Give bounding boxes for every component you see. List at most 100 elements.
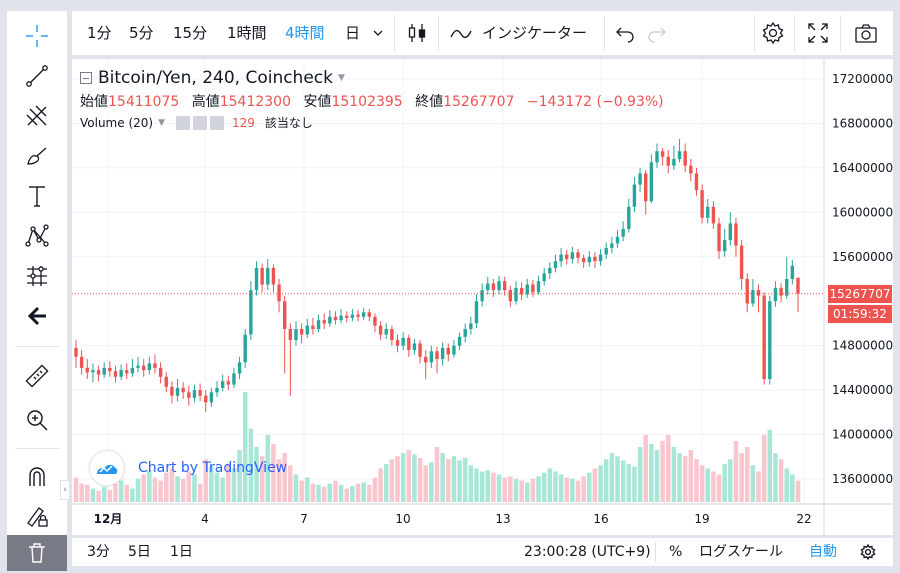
open-value: 15411075 (108, 94, 180, 110)
time-tick-label: 4 (201, 512, 209, 526)
volume-bar (756, 471, 761, 502)
eye-icon[interactable] (176, 116, 190, 130)
delete-drawings-tool[interactable] (7, 535, 67, 571)
candle-body (322, 320, 326, 324)
indicator-icon[interactable] (448, 20, 474, 46)
interval-1h[interactable]: 1時間 (227, 24, 267, 42)
auto-scale-toggle[interactable]: 自動 (809, 544, 837, 560)
magnet-tool[interactable] (7, 457, 67, 495)
candle-body (74, 347, 78, 357)
collapse-legend-button[interactable] (80, 72, 92, 84)
symbol-title[interactable]: Bitcoin/Yen, 240, Coincheck (98, 68, 333, 88)
brush-tool[interactable] (7, 137, 67, 175)
volume-bar (378, 468, 383, 502)
volume-bar (73, 477, 79, 502)
pattern-icon (25, 224, 49, 247)
text-tool[interactable] (7, 177, 67, 215)
candle-body (745, 279, 749, 304)
candle-body (283, 301, 287, 329)
candle-body (502, 281, 507, 291)
chart-legend: Bitcoin/Yen, 240, Coincheck ▼ 始値15411075… (80, 67, 672, 133)
fullscreen-icon[interactable] (805, 20, 831, 46)
volume-bar (739, 453, 744, 502)
candle-body (497, 281, 501, 291)
volume-bar (180, 478, 186, 502)
close-icon[interactable] (210, 116, 224, 130)
range-1d[interactable]: 1日 (170, 544, 193, 560)
redo-icon[interactable] (644, 20, 670, 46)
candlestick-chart[interactable]: 17200000 16800000 16400000 16000000 15600000… (72, 59, 893, 535)
bottom-toolbar: 3分 5日 1日 23:00:28 (UTC+9) % ログスケール 自動 (71, 537, 894, 567)
open-label: 始値 (80, 94, 108, 110)
volume-bar (259, 456, 265, 502)
percent-toggle[interactable]: % (669, 544, 683, 560)
volume-bar (496, 474, 502, 502)
lock-drawings-tool[interactable] (7, 497, 67, 535)
chevron-down-icon[interactable] (372, 27, 384, 39)
range-5d[interactable]: 5日 (128, 544, 151, 560)
interval-1d[interactable]: 日 (345, 24, 361, 42)
zoom-in-tool[interactable] (7, 401, 67, 439)
volume-bar (367, 484, 372, 502)
price-tick-label: 14000000 (832, 428, 893, 442)
tradingview-watermark[interactable]: Chart by TradingView (90, 451, 287, 485)
chevron-down-icon[interactable]: ▼ (158, 118, 165, 128)
volume-bar (406, 450, 412, 502)
volume-bar (761, 434, 767, 502)
volume-label[interactable]: Volume (20) (80, 116, 154, 130)
candle-body (660, 151, 665, 157)
volume-bar (705, 468, 711, 502)
measure-tool[interactable] (7, 357, 67, 395)
prediction-tool[interactable] (7, 257, 67, 295)
candle-style-icon[interactable] (404, 20, 430, 46)
log-scale-toggle[interactable]: ログスケール (699, 544, 783, 560)
collapse-toolbar-button[interactable]: ‹ (60, 480, 70, 500)
candle-body (181, 387, 185, 393)
candle-body (361, 312, 366, 317)
interval-4h[interactable]: 4時間 (285, 24, 325, 42)
candle-body (491, 283, 496, 291)
current-price-label: 15267707 (828, 284, 892, 303)
candle-body (638, 173, 642, 185)
candle-body (677, 151, 682, 159)
chart-pane[interactable]: 17200000 16800000 16400000 16000000 15600000… (71, 58, 894, 536)
chevron-down-icon[interactable]: ▼ (338, 73, 345, 83)
candle-body (632, 184, 637, 207)
range-3m[interactable]: 3分 (87, 544, 110, 560)
gear-icon[interactable] (193, 116, 207, 130)
volume-bar (254, 447, 259, 502)
volume-bar (135, 478, 141, 502)
volume-bar (237, 450, 242, 502)
volume-bar (536, 476, 541, 502)
trend-line-tool[interactable] (7, 57, 67, 95)
undo-icon[interactable] (612, 20, 638, 46)
volume-bar (163, 472, 169, 502)
volume-bar (603, 459, 609, 502)
indicators-button[interactable]: インジケーター (482, 24, 588, 42)
candle-body (576, 252, 580, 258)
hide-drawings-tool[interactable] (7, 297, 67, 335)
clock-label[interactable]: 23:00:28 (UTC+9) (524, 544, 651, 560)
candle-body (220, 381, 225, 388)
crosshair-tool[interactable] (7, 17, 67, 55)
settings-icon[interactable] (760, 20, 786, 46)
volume-bar (784, 468, 789, 502)
volume-bar (598, 465, 603, 502)
candle-body (266, 267, 270, 285)
interval-15m[interactable]: 15分 (173, 24, 208, 42)
candle-body (91, 370, 95, 373)
volume-bar (186, 471, 192, 502)
interval-5m[interactable]: 5分 (129, 24, 154, 42)
volume-bar (547, 468, 553, 502)
interval-1m[interactable]: 1分 (87, 24, 112, 42)
camera-icon[interactable] (853, 20, 879, 46)
candle-body (598, 254, 603, 262)
pattern-tool[interactable] (7, 217, 67, 255)
candle-body (141, 365, 146, 371)
settings-icon[interactable] (859, 543, 877, 561)
prediction-icon (27, 266, 47, 286)
pitchfork-tool[interactable] (7, 97, 67, 135)
candle-body (452, 345, 456, 355)
time-tick-label: 19 (694, 512, 709, 526)
trash-icon (29, 543, 45, 563)
